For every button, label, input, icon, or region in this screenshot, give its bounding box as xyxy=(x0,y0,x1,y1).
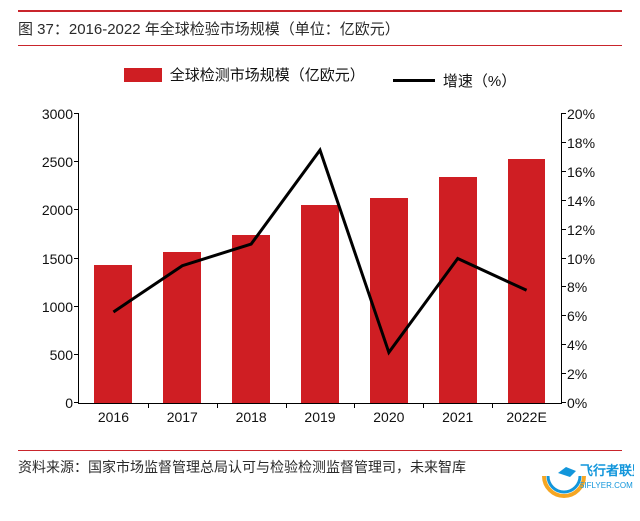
chart-legend: 全球检测市场规模（亿欧元） 增速（%） xyxy=(18,64,622,91)
y-right-tick: 10% xyxy=(561,251,595,267)
chart: 全球检测市场规模（亿欧元） 增速（%） 05001000150020002500… xyxy=(18,64,622,444)
x-tick: 2016 xyxy=(98,403,129,425)
x-tick: 2017 xyxy=(167,403,198,425)
figure-title-row: 图 37：2016-2022 年全球检验市场规模（单位：亿欧元） xyxy=(18,10,622,46)
y-right-tick: 8% xyxy=(561,279,587,295)
svg-text:5IFLYER.COM: 5IFLYER.COM xyxy=(580,481,633,490)
y-right-tick: 20% xyxy=(561,106,595,122)
y-right-tick: 0% xyxy=(561,395,587,411)
legend-swatch-line xyxy=(393,79,435,82)
x-tick: 2018 xyxy=(236,403,267,425)
y-left-tick: 500 xyxy=(50,347,79,363)
y-left-tick: 3000 xyxy=(42,106,79,122)
x-tick: 2022E xyxy=(506,403,546,425)
y-right-tick: 6% xyxy=(561,308,587,324)
x-tick: 2019 xyxy=(304,403,335,425)
legend-swatch-bar xyxy=(124,68,162,82)
plot-area: 0500100015002000250030000%2%4%6%8%10%12%… xyxy=(78,114,562,404)
legend-item-line: 增速（%） xyxy=(393,70,516,91)
legend-label-line: 增速（%） xyxy=(443,70,516,91)
y-left-tick: 2000 xyxy=(42,202,79,218)
y-left-tick: 2500 xyxy=(42,154,79,170)
y-right-tick: 2% xyxy=(561,366,587,382)
line-series xyxy=(113,150,526,352)
figure-source: 资料来源：国家市场监督管理总局认可与检验检测监督管理司，未来智库 xyxy=(18,459,466,475)
legend-item-bar: 全球检测市场规模（亿欧元） xyxy=(124,64,365,85)
line-layer xyxy=(79,114,561,403)
y-right-tick: 12% xyxy=(561,222,595,238)
x-tick: 2021 xyxy=(442,403,473,425)
y-right-tick: 4% xyxy=(561,337,587,353)
figure-title: 图 37：2016-2022 年全球检验市场规模（单位：亿欧元） xyxy=(18,21,400,38)
y-left-tick: 1000 xyxy=(42,299,79,315)
y-left-tick: 1500 xyxy=(42,251,79,267)
x-tick: 2020 xyxy=(373,403,404,425)
y-right-tick: 16% xyxy=(561,164,595,180)
figure-source-row: 资料来源：国家市场监督管理总局认可与检验检测监督管理司，未来智库 xyxy=(18,450,622,477)
y-right-tick: 18% xyxy=(561,135,595,151)
y-right-tick: 14% xyxy=(561,193,595,209)
legend-label-bar: 全球检测市场规模（亿欧元） xyxy=(170,64,365,85)
y-left-tick: 0 xyxy=(65,395,79,411)
